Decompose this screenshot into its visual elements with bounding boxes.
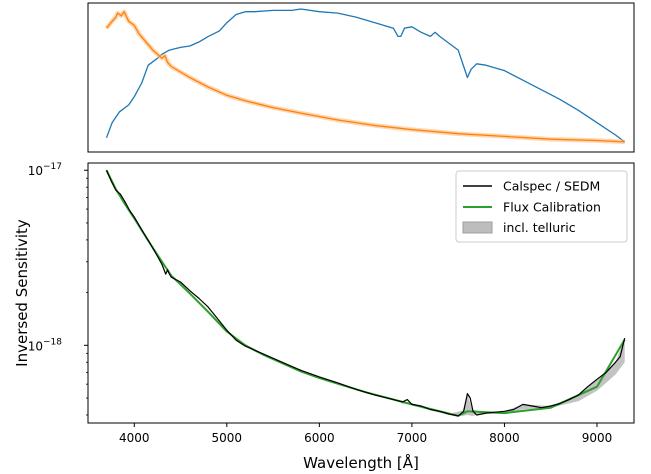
y-tick-label-0: 10−17 xyxy=(28,162,62,178)
y-axis-label: Inversed Sensitivity xyxy=(13,219,31,367)
x-tick-label-7000: 7000 xyxy=(397,431,428,445)
top-series-line-1 xyxy=(105,11,625,143)
legend-patch-telluric xyxy=(462,221,493,234)
y-tick-label-1: 10−18 xyxy=(28,337,63,353)
series-band-telluric xyxy=(393,338,625,416)
legend: Calspec / SEDM Flux Calibration incl. te… xyxy=(455,170,628,243)
x-tick-label-8000: 8000 xyxy=(489,431,520,445)
legend-box xyxy=(455,170,628,243)
bottom-panel: 4000 5000 6000 7000 8000 9000 10−17 10−18 xyxy=(28,162,635,445)
top-panel-frame xyxy=(87,2,635,153)
top-series-band-1 xyxy=(104,9,625,145)
legend-label-telluric: incl. telluric xyxy=(503,220,576,235)
x-tick-label-9000: 9000 xyxy=(582,431,613,445)
x-tick-label-5000: 5000 xyxy=(212,431,243,445)
x-tick-label-4000: 4000 xyxy=(119,431,150,445)
top-panel xyxy=(87,2,635,153)
x-tick-label-6000: 6000 xyxy=(304,431,335,445)
top-series-line-0 xyxy=(105,8,626,143)
x-axis-label: Wavelength [Å] xyxy=(303,453,419,472)
legend-label-calspec: Calspec / SEDM xyxy=(503,179,600,194)
series-line-calspec xyxy=(105,169,626,417)
legend-label-fluxcal: Flux Calibration xyxy=(503,200,601,215)
